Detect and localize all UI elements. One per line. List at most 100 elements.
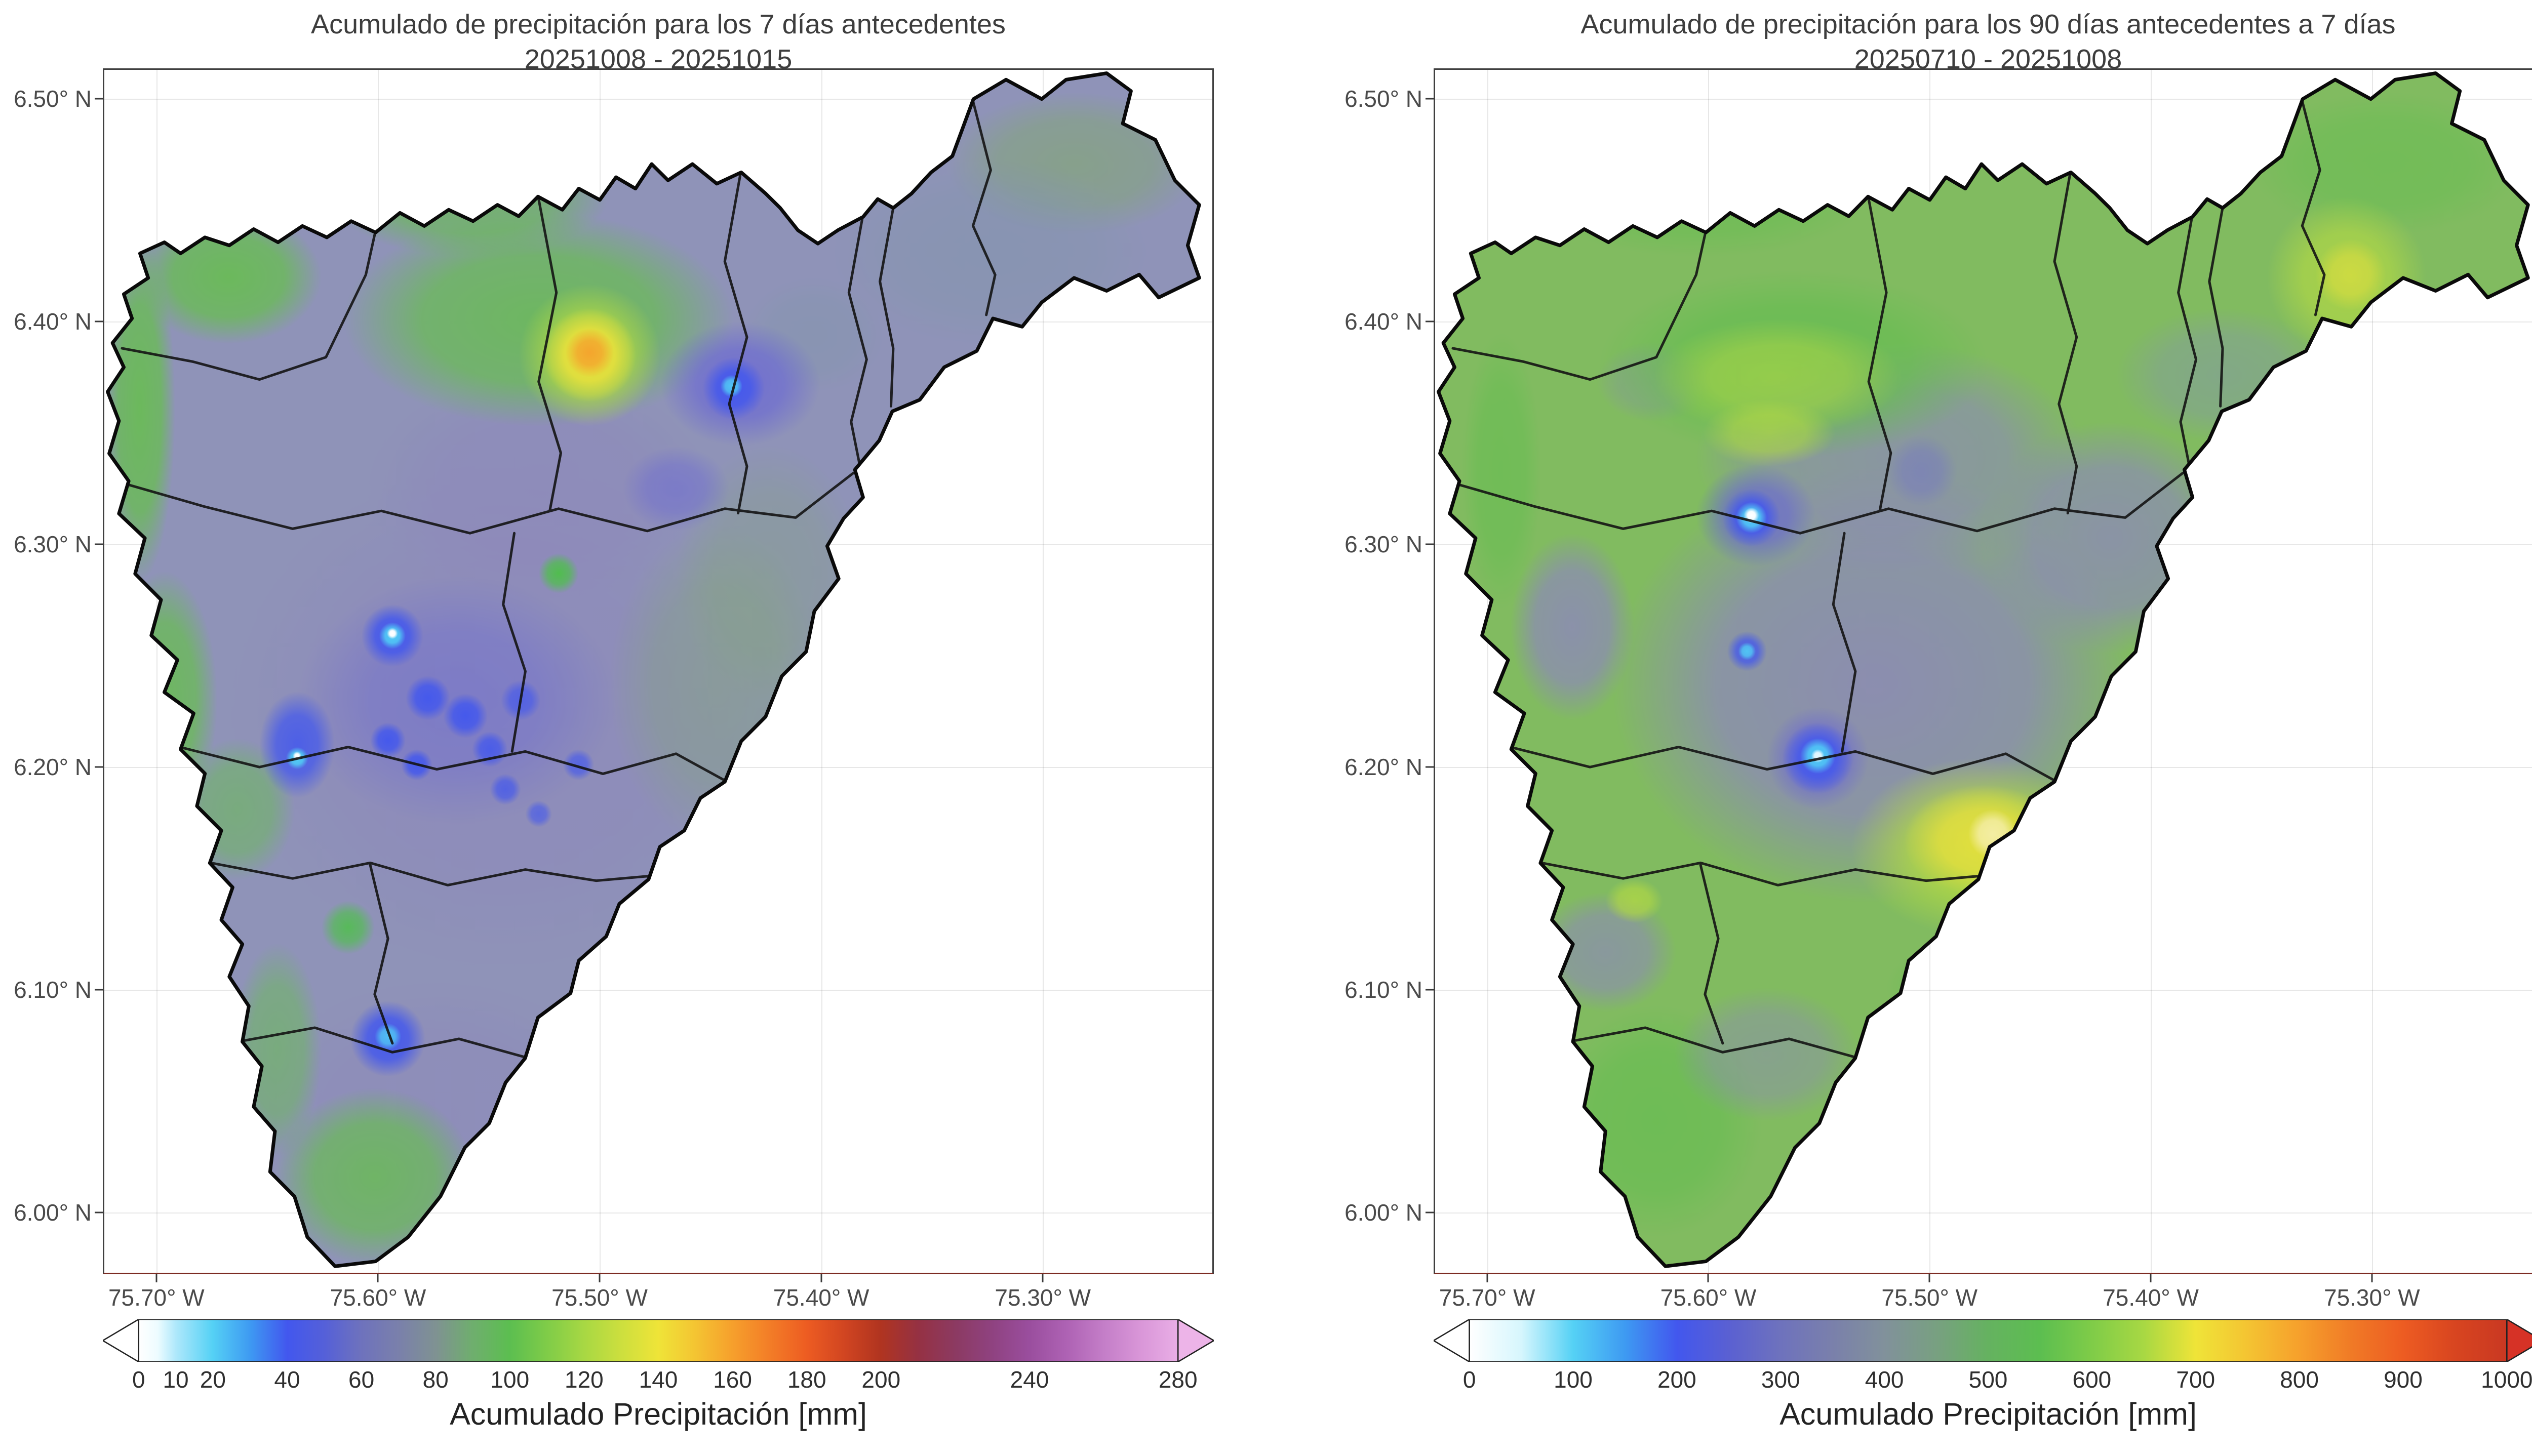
x-tick-mark bbox=[820, 1274, 822, 1282]
y-tick-mark bbox=[1426, 320, 1434, 322]
y-axis-tick-label: 6.50° N bbox=[14, 86, 92, 112]
colorbar-tick-label: 240 bbox=[1010, 1366, 1049, 1393]
gridline-horizontal bbox=[1435, 990, 2532, 991]
colorbar-label: Acumulado Precipitación [mm] bbox=[450, 1397, 867, 1431]
x-tick-mark bbox=[2371, 1274, 2373, 1282]
colorbar-gradient bbox=[1434, 1319, 2532, 1362]
panel-title-7day: Acumulado de precipitación para los 7 dí… bbox=[103, 7, 1214, 77]
x-tick-mark bbox=[1707, 1274, 1709, 1282]
y-axis: 6.50° N 6.40° N 6.30° N 6.20° N 6.10° N 6.00°… bbox=[1309, 70, 1422, 1273]
colorbar-tick-label: 1000 bbox=[2481, 1366, 2532, 1393]
colorbar-tick-label: 200 bbox=[861, 1366, 901, 1393]
y-axis-tick-label: 6.10° N bbox=[1344, 977, 1422, 1003]
colorbar-tick-label: 700 bbox=[2176, 1366, 2216, 1393]
y-axis-tick-label: 6.30° N bbox=[1344, 531, 1422, 558]
y-axis-tick-label: 6.10° N bbox=[14, 977, 92, 1003]
colorbar-tick-label: 10 bbox=[163, 1366, 189, 1393]
x-tick-mark bbox=[599, 1274, 601, 1282]
y-tick-mark bbox=[95, 543, 103, 545]
gridline-horizontal bbox=[104, 990, 1212, 991]
y-axis-tick-label: 6.20° N bbox=[1344, 754, 1422, 781]
colorbar-tick-label: 900 bbox=[2384, 1366, 2423, 1393]
x-tick-mark bbox=[155, 1274, 157, 1282]
colorbar-tick-label: 120 bbox=[565, 1366, 604, 1393]
colorbar-tick-label: 60 bbox=[348, 1366, 375, 1393]
y-axis-tick-label: 6.00° N bbox=[1344, 1199, 1422, 1226]
x-axis-tick-label: 75.60° W bbox=[330, 1284, 426, 1311]
colorbar-tick-label: 300 bbox=[1761, 1366, 1800, 1393]
x-tick-mark bbox=[377, 1274, 379, 1282]
colorbar-under-arrow bbox=[1434, 1319, 1470, 1362]
colorbar-tick-label: 180 bbox=[787, 1366, 826, 1393]
x-axis-tick-label: 75.30° W bbox=[2323, 1284, 2420, 1311]
plot-area-7day: 6.50° N 6.40° N 6.30° N 6.20° N 6.10° N 6.00°… bbox=[14, 68, 1214, 1311]
colorbar-over-arrow bbox=[2506, 1319, 2532, 1362]
precipitation-map-7day bbox=[104, 70, 1212, 1273]
x-axis-tick-label: 75.70° W bbox=[1439, 1284, 1535, 1311]
y-axis-tick-label: 6.20° N bbox=[14, 754, 92, 781]
gridline-horizontal bbox=[104, 1212, 1212, 1214]
x-axis-tick-label: 75.30° W bbox=[995, 1284, 1091, 1311]
y-axis-tick-label: 6.40° N bbox=[1344, 308, 1422, 335]
panel-title-90day: Acumulado de precipitación para los 90 d… bbox=[1434, 7, 2532, 77]
y-axis-tick-label: 6.40° N bbox=[14, 308, 92, 335]
panel-title: Acumulado de precipitación para los 90 d… bbox=[1580, 9, 2396, 39]
x-tick-mark bbox=[2150, 1274, 2152, 1282]
gridline-vertical bbox=[1487, 70, 1488, 1273]
colorbar-ticks: 0 10 20 40 60 80 100 120 140 160 180 200 240 280 bbox=[103, 1366, 1214, 1394]
gridline-horizontal bbox=[1435, 1212, 2532, 1214]
y-tick-mark bbox=[95, 766, 103, 768]
y-tick-mark bbox=[1426, 543, 1434, 545]
y-axis-tick-label: 6.50° N bbox=[1344, 86, 1422, 112]
x-axis-tick-label: 75.70° W bbox=[108, 1284, 205, 1311]
colorbar-tick-label: 80 bbox=[422, 1366, 449, 1393]
x-axis: 75.70° W 75.60° W 75.50° W 75.40° W 75.30° W bbox=[1435, 1273, 2532, 1318]
colorbar-under-arrow bbox=[103, 1319, 140, 1362]
colorbar-label: Acumulado Precipitación [mm] bbox=[1779, 1397, 2197, 1431]
x-tick-mark bbox=[1486, 1274, 1488, 1282]
colorbar-gradient bbox=[103, 1319, 1214, 1362]
colorbar-tick-label: 100 bbox=[1554, 1366, 1593, 1393]
y-tick-mark bbox=[1426, 766, 1434, 768]
x-axis-tick-label: 75.60° W bbox=[1660, 1284, 1757, 1311]
y-tick-mark bbox=[95, 1211, 103, 1214]
x-axis-tick-label: 75.50° W bbox=[1881, 1284, 1978, 1311]
colorbar-tick-label: 200 bbox=[1657, 1366, 1696, 1393]
y-axis-tick-label: 6.00° N bbox=[14, 1199, 92, 1226]
plot-area-90day: 6.50° N 6.40° N 6.30° N 6.20° N 6.10° N 6.00°… bbox=[1344, 68, 2532, 1311]
x-axis-tick-label: 75.40° W bbox=[2103, 1284, 2199, 1311]
colorbar-tick-label: 280 bbox=[1158, 1366, 1198, 1393]
colorbar-90day: 0 100 200 300 400 500 600 700 800 900 1000 Acumula… bbox=[1434, 1319, 2532, 1432]
colorbar-tick-label: 500 bbox=[1968, 1366, 2008, 1393]
y-tick-mark bbox=[95, 98, 103, 100]
colorbar-body bbox=[138, 1319, 1179, 1362]
x-axis-tick-label: 75.50° W bbox=[551, 1284, 648, 1311]
gridline-vertical bbox=[156, 70, 157, 1273]
colorbar-tick-label: 160 bbox=[713, 1366, 752, 1393]
colorbar-body bbox=[1469, 1319, 2508, 1362]
x-tick-mark bbox=[1928, 1274, 1930, 1282]
colorbar-tick-label: 0 bbox=[132, 1366, 145, 1393]
gridline-vertical bbox=[2371, 70, 2373, 1273]
colorbar-tick-label: 400 bbox=[1865, 1366, 1904, 1393]
colorbar-over-arrow bbox=[1177, 1319, 1214, 1362]
panel-title: Acumulado de precipitación para los 7 dí… bbox=[311, 9, 1006, 39]
x-tick-mark bbox=[1042, 1274, 1044, 1282]
colorbar-tick-label: 600 bbox=[2072, 1366, 2112, 1393]
x-axis-tick-label: 75.40° W bbox=[773, 1284, 869, 1311]
y-tick-mark bbox=[1426, 989, 1434, 991]
colorbar-tick-label: 800 bbox=[2280, 1366, 2319, 1393]
gridline-vertical bbox=[2151, 70, 2152, 1273]
y-tick-mark bbox=[1426, 1211, 1434, 1214]
gridline-horizontal bbox=[1435, 99, 2532, 100]
gridline-horizontal bbox=[104, 99, 1212, 100]
colorbar-7day: 0 10 20 40 60 80 100 120 140 160 180 200 240 280 Acum… bbox=[103, 1319, 1214, 1432]
gridline-vertical bbox=[1043, 70, 1044, 1273]
x-axis: 75.70° W 75.60° W 75.50° W 75.40° W 75.30° W bbox=[104, 1273, 1212, 1318]
colorbar-tick-label: 100 bbox=[490, 1366, 530, 1393]
colorbar-tick-label: 20 bbox=[200, 1366, 226, 1393]
y-axis-tick-label: 6.30° N bbox=[14, 531, 92, 558]
y-tick-mark bbox=[95, 320, 103, 322]
colorbar-tick-label: 40 bbox=[274, 1366, 300, 1393]
